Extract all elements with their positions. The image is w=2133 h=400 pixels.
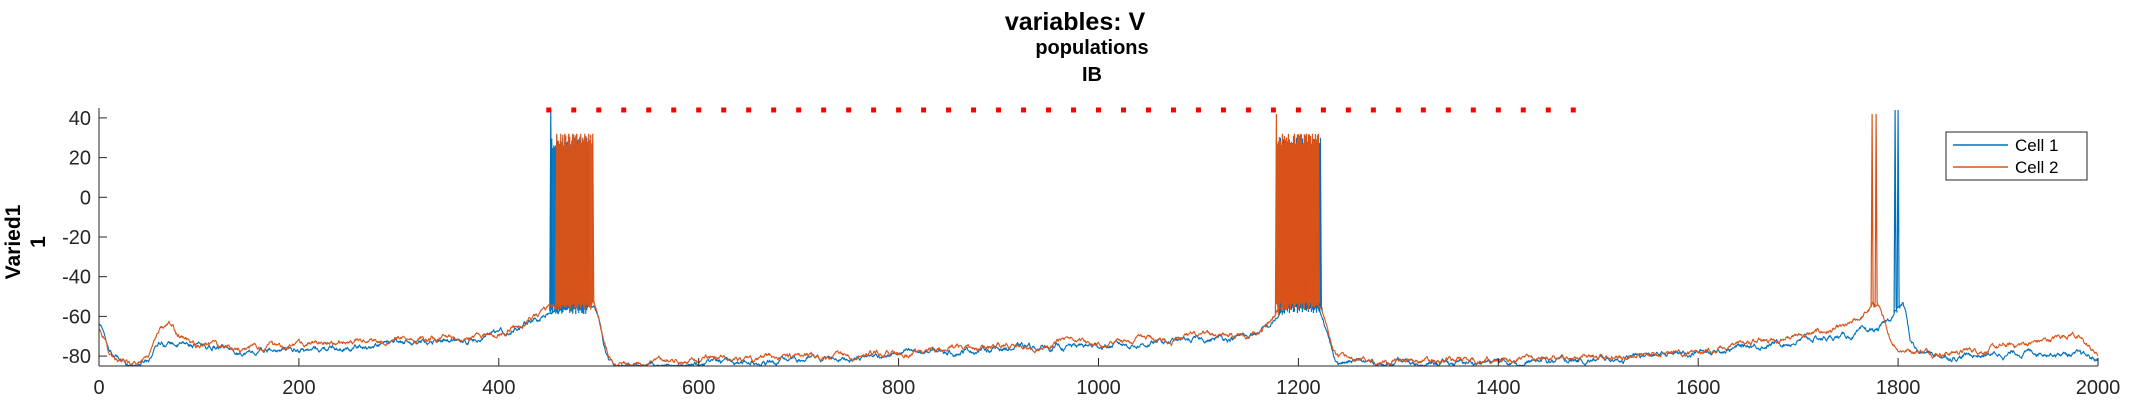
series-line-cell-1 [99,301,2098,366]
stimulus-marker-dot-19 [1021,107,1027,113]
stimulus-marker-dot-25 [1170,107,1176,113]
stimulus-marker-dot-6 [696,107,702,113]
stimulus-marker-dot-37 [1470,107,1476,113]
y-tick-label-0: -80 [62,346,91,368]
legend: Cell 1 Cell 2 [1945,131,2088,181]
spike-cell-1-13 [1893,109,1898,313]
x-tick-label-5: 1000 [1076,377,1121,399]
stimulus-marker-dot-26 [1195,107,1201,113]
stimulus-marker-dot-20 [1046,107,1052,113]
stimulus-marker-dot-17 [971,107,977,113]
y-axis-label-group: Varied1 1 [2,204,50,279]
stimulus-marker-dot-28 [1245,107,1251,113]
stimulus-marker-dot-0 [546,107,552,113]
stimulus-marker-dot-40 [1545,107,1551,113]
chart-title: variables: V [1005,8,1146,36]
x-tick-label-4: 800 [882,377,915,399]
stimulus-marker-dot-8 [746,107,752,113]
y-axis-label-line1: Varied1 [2,204,25,279]
stimulus-marker-dot-14 [896,107,902,113]
stimulus-marker-dot-9 [771,107,777,113]
stimulus-marker-dot-23 [1120,107,1126,113]
stimulus-marker-dot-5 [671,107,677,113]
x-tick-label-9: 1800 [1876,377,1921,399]
stimulus-marker-dot-15 [921,107,927,113]
stimulus-marker-dot-32 [1345,107,1351,113]
stimulus-marker-layer [546,107,1576,113]
stimulus-marker-dot-31 [1320,107,1326,113]
x-tick-label-0: 0 [93,377,104,399]
chart-subtitle-line1: populations [1035,37,1148,59]
stimulus-marker-dot-38 [1495,107,1501,113]
series-line-cell-2 [99,295,2098,366]
stimulus-marker-dot-39 [1520,107,1526,113]
chart-title-group: variables: V populations IB [1005,8,1149,86]
stimulus-marker-dot-36 [1445,107,1451,113]
y-tick-label-2: -40 [62,267,91,289]
stimulus-marker-dot-13 [871,107,877,113]
y-tick-label-6: 40 [69,108,91,130]
stimulus-marker-dot-35 [1420,107,1426,113]
stimulus-marker-dot-29 [1270,107,1276,113]
x-tick-label-10: 2000 [2076,377,2121,399]
stimulus-marker-dot-3 [621,107,627,113]
stimulus-marker-dot-30 [1295,107,1301,113]
series-2-group [99,113,2098,366]
spike-cell-1-14 [1896,109,1901,309]
axes-layer: 0 200 400 600 800 1000 1200 1400 1600 1800 2000-80… [62,108,2120,399]
stimulus-marker-dot-16 [946,107,952,113]
stimulus-marker-dot-4 [646,107,652,113]
stimulus-marker-dot-1 [571,107,577,113]
spike-cell-2-19 [1874,113,1879,306]
chart-subtitle-line2: IB [1082,64,1102,86]
x-tick-label-8: 1600 [1676,377,1721,399]
plot-area [99,107,2098,366]
stimulus-marker-dot-34 [1395,107,1401,113]
stimulus-marker-dot-27 [1220,107,1226,113]
stimulus-marker-dot-10 [796,107,802,113]
legend-box [1945,131,2088,181]
x-tick-label-3: 600 [682,377,715,399]
stimulus-marker-dot-7 [721,107,727,113]
x-tick-label-2: 400 [482,377,515,399]
stimulus-marker-dot-11 [821,107,827,113]
stimulus-marker-dot-41 [1570,107,1576,113]
stimulus-marker-dot-24 [1145,107,1151,113]
y-tick-label-4: 0 [80,187,91,209]
x-tick-label-7: 1400 [1476,377,1521,399]
y-axis-label-line2: 1 [27,236,50,248]
stimulus-marker-dot-12 [846,107,852,113]
stimulus-marker-dot-21 [1071,107,1077,113]
y-tick-label-5: 20 [69,148,91,170]
y-tick-label-3: -20 [62,227,91,249]
stimulus-marker-dot-22 [1096,107,1101,113]
legend-label-cell1: Cell 1 [2015,136,2058,155]
stimulus-marker-dot-2 [596,107,602,113]
series-layer [99,109,2098,366]
legend-label-cell2: Cell 2 [2015,158,2058,177]
spike-cell-2-18 [1870,113,1875,308]
y-tick-label-1: -60 [62,306,91,328]
x-tick-label-1: 200 [282,377,315,399]
x-tick-label-6: 1200 [1276,377,1321,399]
series-1-group [99,109,2098,366]
stimulus-marker-dot-33 [1370,107,1376,113]
stimulus-marker-dot-18 [996,107,1002,113]
